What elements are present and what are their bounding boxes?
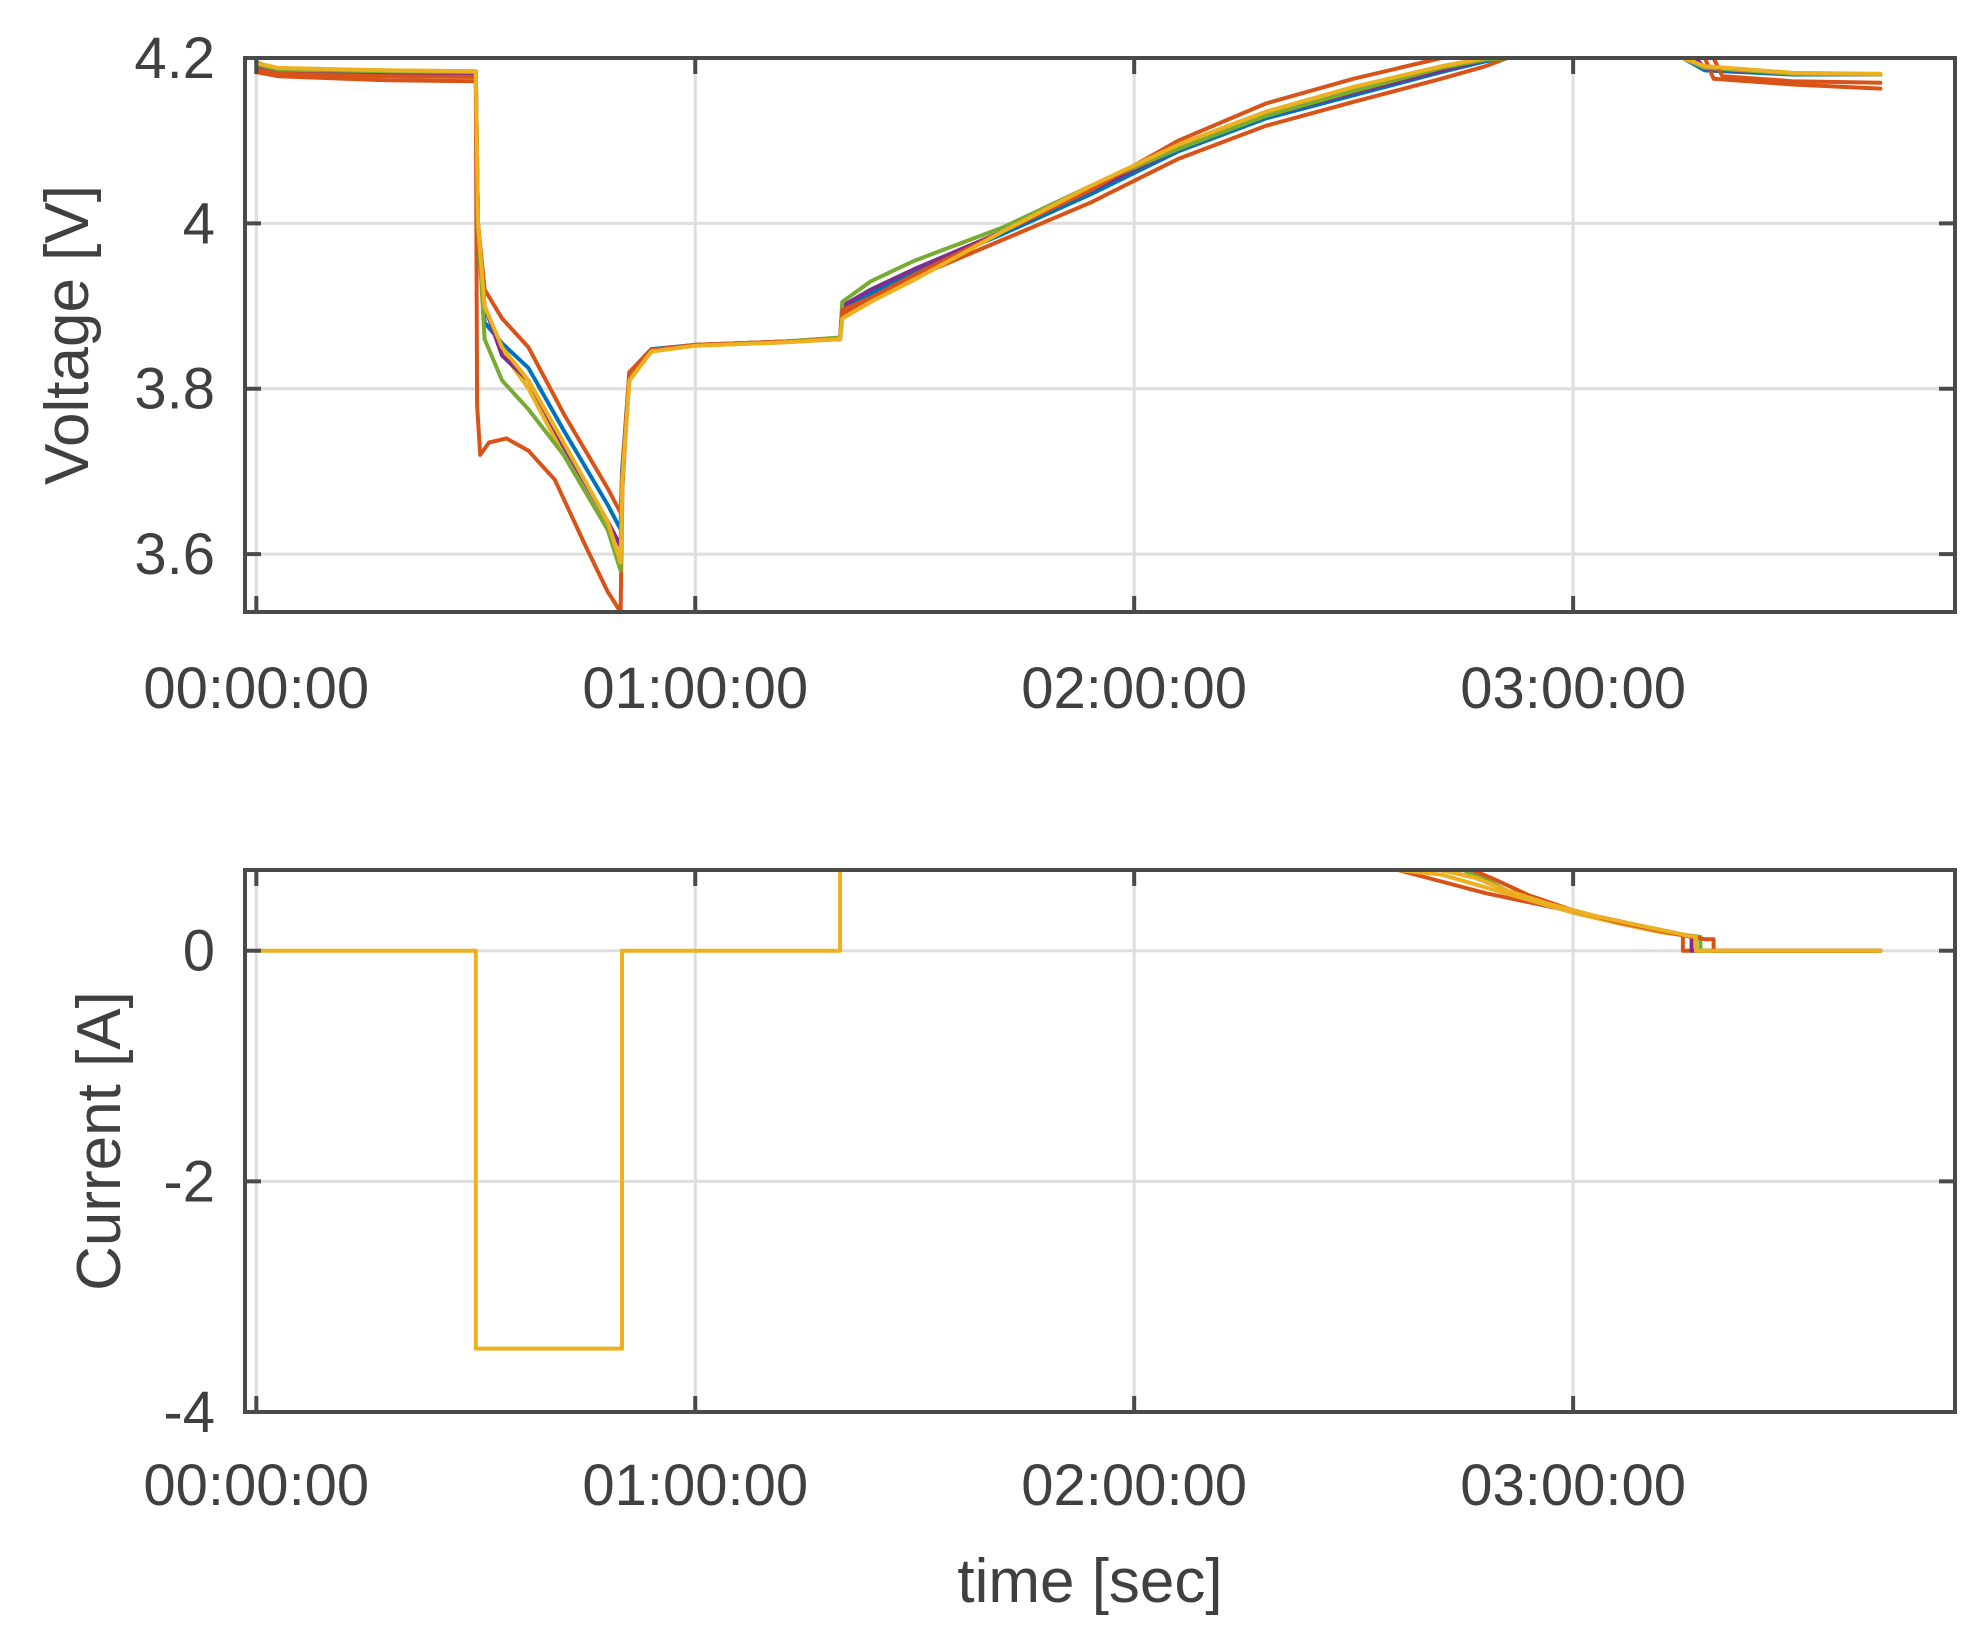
voltage-plot: 00:00:00 01:00:00 02:00:00 03:00:00 3.6 3.8 4 4… [33,26,1957,721]
current-y-axis-label: Current [A] [65,991,134,1291]
current-x-tick-label-0: 00:00:00 [143,1453,369,1518]
voltage-x-tick-label-3: 03:00:00 [1460,656,1686,721]
current-y-tick-label-1: -2 [163,1149,215,1214]
current-x-tick-label-2: 02:00:00 [1021,1453,1247,1518]
current-x-axis-label: time [sec] [957,1547,1222,1616]
voltage-y-tick-label-3: 4.2 [134,26,215,91]
current-axes-frame [243,868,1957,1414]
current-series-group [254,868,1883,1351]
current-plot: 00:00:00 01:00:00 02:00:00 03:00:00 -4 -2 0 Cur… [65,868,1957,1616]
current-y-tick-label-2: 0 [183,919,215,984]
voltage-x-tick-label-1: 01:00:00 [582,656,808,721]
voltage-y-tick-label-2: 4 [183,191,215,256]
voltage-axes-frame [243,56,1957,614]
current-series-line-5 [254,868,1883,1351]
voltage-y-tick-label-1: 3.8 [134,357,215,422]
voltage-plot-area [245,58,1955,612]
current-x-tick-label-3: 03:00:00 [1460,1453,1686,1518]
current-plot-area [245,870,1955,1412]
voltage-y-axis-label: Voltage [V] [33,185,102,485]
current-y-tick-label-0: -4 [163,1380,215,1445]
voltage-x-tick-label-2: 02:00:00 [1021,656,1247,721]
voltage-y-tick-label-0: 3.6 [134,522,215,587]
voltage-x-tick-label-0: 00:00:00 [143,656,369,721]
current-x-tick-label-1: 01:00:00 [582,1453,808,1518]
